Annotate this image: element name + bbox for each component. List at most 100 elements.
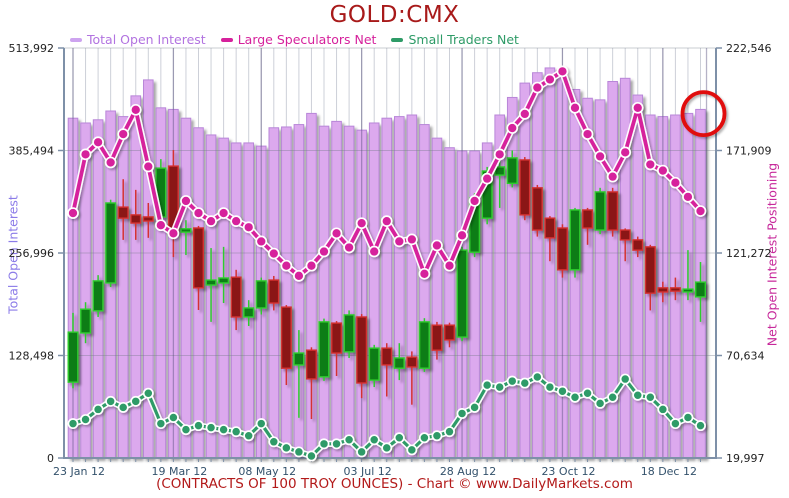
x-axis-tick-label: 19 Mar 12 — [152, 465, 208, 478]
small-traders-point — [193, 420, 204, 432]
candle-down — [142, 216, 154, 222]
legend-swatch-small-traders-net — [391, 37, 404, 42]
small-traders-series — [67, 371, 706, 462]
candle-up — [243, 307, 255, 318]
oi-bar — [632, 94, 644, 459]
candle-down — [268, 279, 280, 304]
candle-down — [444, 324, 456, 341]
large-speculators-point — [129, 103, 142, 116]
small-traders-point — [469, 401, 481, 413]
candle-up — [569, 209, 581, 271]
left-axis-tick-label: 385,494 — [9, 145, 55, 158]
candle-down — [607, 191, 619, 231]
candle-up — [418, 321, 430, 369]
small-traders-point — [607, 391, 619, 403]
small-traders-point — [494, 381, 506, 393]
legend-label: Total Open Interest — [87, 32, 206, 47]
small-traders-point — [155, 418, 167, 430]
oi-bar — [318, 125, 330, 459]
candle-up — [318, 321, 330, 378]
oi-bar — [519, 82, 531, 459]
candle-up — [506, 157, 518, 185]
oi-bar — [544, 67, 556, 459]
small-traders-point — [393, 432, 405, 444]
large-speculators-point — [619, 146, 632, 159]
small-traders-point — [444, 426, 455, 438]
small-traders-point — [80, 414, 92, 425]
small-traders-point — [381, 442, 393, 454]
x-axis-tick-label: 03 Jul 12 — [344, 465, 392, 478]
oi-bar — [394, 116, 405, 459]
x-axis-tick-label: 08 May 12 — [238, 465, 296, 478]
candle-up — [67, 331, 79, 383]
candle-down — [130, 214, 142, 224]
large-speculators-point — [305, 259, 318, 272]
small-traders-point — [306, 450, 317, 462]
small-traders-point — [657, 403, 669, 415]
candle-down — [619, 229, 631, 241]
x-axis-tick-label: 23 Jan 12 — [53, 465, 105, 478]
small-traders-point — [268, 436, 280, 448]
candle-up — [368, 347, 380, 381]
caption: (CONTRACTS OF 100 TROY OUNCES) - Chart ©… — [156, 476, 633, 492]
large-speculators-point — [418, 267, 431, 280]
highlight-circle-annotation — [680, 90, 727, 137]
large-speculators-point — [167, 227, 180, 240]
large-speculators-point — [142, 160, 155, 173]
oi-bar — [381, 117, 393, 459]
candle-up — [456, 249, 468, 338]
large-speculators-point — [155, 219, 167, 232]
candle-up — [218, 277, 230, 284]
candle-down — [644, 246, 656, 294]
large-speculators-point — [518, 108, 531, 120]
legend-swatch-total-open-interest — [70, 37, 82, 42]
small-traders-point — [456, 408, 468, 419]
legend-swatch-large-speculators-net — [220, 37, 233, 42]
candle-down — [632, 239, 644, 251]
candle-down — [544, 217, 556, 239]
candle-down — [531, 187, 543, 231]
candle-down — [556, 227, 568, 271]
large-speculators-point — [544, 73, 556, 86]
legend-item-total-open-interest: Total Open Interest — [70, 32, 206, 47]
small-traders-point — [180, 424, 192, 436]
oi-bar — [343, 125, 355, 459]
small-traders-point — [318, 438, 330, 450]
large-speculators-point — [242, 221, 255, 234]
large-speculators-point — [682, 191, 694, 203]
small-traders-point — [142, 387, 154, 399]
oi-bar — [281, 126, 292, 459]
small-traders-point — [255, 418, 267, 430]
oi-bar — [532, 72, 543, 459]
candle-down — [381, 347, 393, 366]
candle-down — [406, 356, 418, 368]
large-speculators-point — [180, 195, 192, 207]
candle-down — [669, 287, 681, 292]
large-speculators-point — [393, 235, 406, 248]
large-speculators-point — [556, 65, 569, 78]
oi-bar — [431, 137, 443, 459]
small-traders-point — [130, 395, 142, 407]
left-axis-tick-label: 128,498 — [9, 350, 55, 363]
gold-candlesticks — [67, 150, 707, 420]
large-speculators-point — [280, 259, 293, 272]
tick-labels: 0 128,498 256,996 385,494 513,992 19,997 70,63… — [9, 42, 772, 478]
large-speculators-point — [531, 81, 544, 94]
candle-down — [280, 306, 292, 369]
axes — [58, 47, 722, 462]
small-traders-point — [644, 391, 656, 403]
large-speculators-point — [117, 128, 130, 140]
large-speculators-point — [330, 227, 343, 240]
large-speculators-point — [569, 101, 581, 114]
large-speculators-point — [669, 176, 682, 189]
candle-down — [657, 287, 669, 293]
candle-up — [293, 352, 305, 366]
large-speculators-point — [318, 245, 330, 258]
oi-bar — [582, 97, 593, 459]
small-traders-point — [544, 381, 556, 393]
x-axis-tick-label: 28 Aug 12 — [440, 465, 496, 478]
candle-down — [117, 206, 129, 219]
small-traders-point — [67, 418, 79, 430]
small-traders-point — [431, 430, 443, 442]
